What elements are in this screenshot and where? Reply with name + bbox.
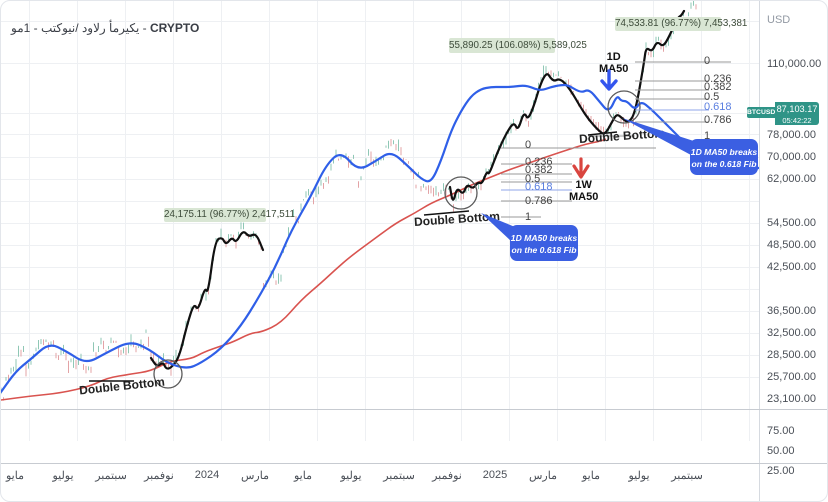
svg-text:1D MA50 breaks: 1D MA50 breaks: [691, 147, 758, 157]
svg-text:on the 0.618 Fib: on the 0.618 Fib: [512, 245, 577, 255]
svg-text:on the 0.618 Fib: on the 0.618 Fib: [692, 159, 757, 169]
svg-text:1D MA50 breaks: 1D MA50 breaks: [511, 233, 578, 243]
